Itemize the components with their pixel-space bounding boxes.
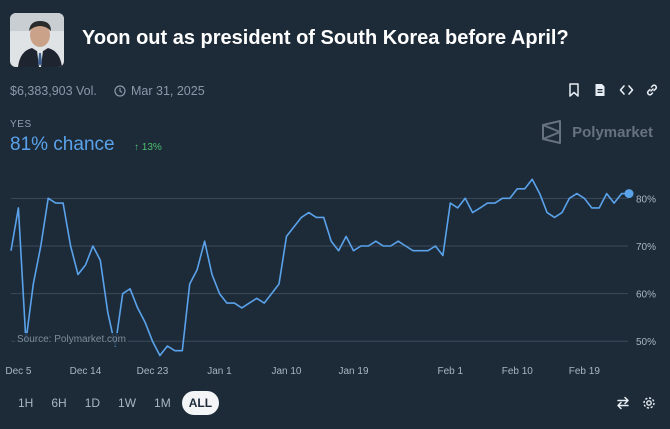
y-tick-label: 60% (636, 290, 656, 301)
polymarket-logo-icon (541, 120, 563, 144)
x-tick-label: Dec 5 (5, 366, 32, 377)
y-tick-label: 50% (636, 337, 656, 348)
x-tick-label: Dec 14 (70, 366, 102, 377)
embed-icon[interactable] (618, 82, 634, 98)
current-value-dot (624, 189, 634, 199)
range-button-1m[interactable]: 1M (154, 396, 171, 410)
chart-tools (616, 396, 656, 410)
polymarket-watermark: Polymarket (541, 120, 653, 144)
swap-icon[interactable] (616, 396, 630, 410)
chance-value: 81% chance (10, 134, 115, 155)
settings-icon[interactable] (642, 396, 656, 410)
range-button-1h[interactable]: 1H (18, 396, 34, 410)
x-tick-label: Feb 1 (438, 366, 464, 377)
probability-chart: 50% 60% 70% 80% Dec 5 Dec 14 Dec 23 Jan 1 Jan 1… (5, 178, 656, 377)
x-tick-label: Dec 23 (137, 366, 169, 377)
x-tick-label: Feb 19 (569, 366, 601, 377)
y-tick-label: 70% (636, 242, 656, 253)
brand-name: Polymarket (572, 123, 653, 141)
market-title: Yoon out as president of South Korea bef… (82, 27, 569, 49)
link-icon[interactable] (644, 82, 660, 98)
series-line-yes (10, 178, 629, 357)
bookmark-icon[interactable] (566, 82, 582, 98)
outcome-label: YES (10, 119, 32, 130)
x-tick-label: Jan 1 (207, 366, 232, 377)
x-tick-label: Jan 10 (271, 366, 301, 377)
chart-gridlines (11, 197, 628, 342)
clock-icon (114, 85, 126, 97)
end-date: Mar 31, 2025 (114, 84, 205, 98)
y-tick-label: 80% (636, 194, 656, 205)
chance-change: ↑ 13% (134, 142, 162, 153)
end-date-text: Mar 31, 2025 (131, 84, 205, 98)
x-tick-label: Feb 10 (502, 366, 534, 377)
market-avatar (10, 13, 64, 67)
chart-source: Source: Polymarket.com (15, 333, 128, 346)
x-tick-label: Jan 19 (338, 366, 368, 377)
y-axis-ticks: 50% 60% 70% 80% (636, 194, 656, 348)
document-icon[interactable] (592, 82, 608, 98)
volume-text: $6,383,903 Vol. (10, 84, 97, 98)
time-range-selector: 1H 6H 1D 1W 1M ALL (11, 391, 220, 415)
range-button-6h[interactable]: 6H (51, 396, 67, 410)
x-axis-ticks: Dec 5 Dec 14 Dec 23 Jan 1 Jan 10 Jan 19 Feb 1 F… (5, 366, 600, 377)
range-button-1w[interactable]: 1W (118, 396, 137, 410)
range-button-all[interactable]: ALL (181, 391, 220, 415)
range-button-1d[interactable]: 1D (84, 396, 101, 410)
market-actions (566, 82, 660, 98)
